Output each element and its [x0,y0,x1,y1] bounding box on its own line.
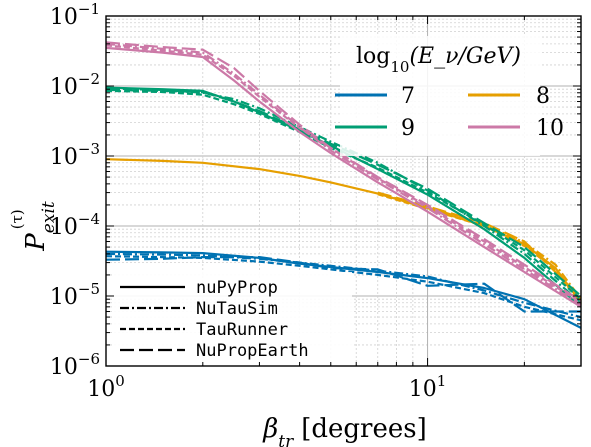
y-axis-title: Pexit (τ) [8,201,59,252]
y-tick-label: 10−3 [50,140,100,170]
energy-legend-title: log10(E_ν/GeV) [356,44,521,76]
energy-legend-label-7: 7 [401,84,415,109]
y-axis-title-sup: (τ) [8,209,26,229]
x-tick-label: 101 [409,372,447,402]
y-tick-label: 10−4 [50,210,100,240]
energy-legend: 7 8 9 10 [335,84,564,141]
x-axis-title: βtr [degrees] [262,414,427,447]
y-axis-title-main: P [21,233,51,252]
energy-legend-title-sub: 10 [390,58,409,76]
series-line-e10-taurunner [105,44,582,304]
energy-legend-label-9: 9 [401,116,415,141]
code-legend-label-nupyprop: nuPyProp [196,278,278,298]
y-tick-label: 10−1 [50,0,100,30]
series-line-e10-nupropearth [105,41,582,302]
energy-legend-title-rest: (E_ν/GeV) [409,44,521,69]
x-axis-title-unit: [degrees] [301,414,427,444]
tick-labels: 10−6 10−5 10−4 10−3 10−2 10−1 100 101 [50,0,446,402]
x-axis-title-main: β [262,414,278,444]
energy-legend-label-10: 10 [536,116,564,141]
y-tick-label: 10−2 [50,70,100,100]
y-axis-title-sub: exit [39,201,59,233]
code-legend-label-taurunner: TauRunner [196,320,288,340]
y-tick-label: 10−6 [50,350,100,380]
code-legend-label-nutausim: NuTauSim [196,299,278,319]
series-line-e7-nupropearth [105,256,581,313]
series-line-e7-nutausim [105,252,582,319]
series-line-e8-nupyprop [105,158,582,304]
x-axis-title-sub: tr [278,432,294,447]
energy-legend-title-prefix: log [356,44,390,69]
code-legend-label-nupropearth: NuPropEarth [196,341,309,361]
series-group [105,41,582,329]
series-line-e9-nutausim [105,87,582,304]
y-tick-label: 10−5 [50,280,100,310]
energy-legend-label-8: 8 [536,84,550,109]
axes-frame [105,15,582,367]
plot-frame [105,15,582,367]
series-line-e7-nupyprop [105,250,582,329]
series-line-e8-nutausim [377,192,582,300]
x-tick-label: 100 [87,372,125,402]
series-line-e10-nupyprop [105,46,582,308]
